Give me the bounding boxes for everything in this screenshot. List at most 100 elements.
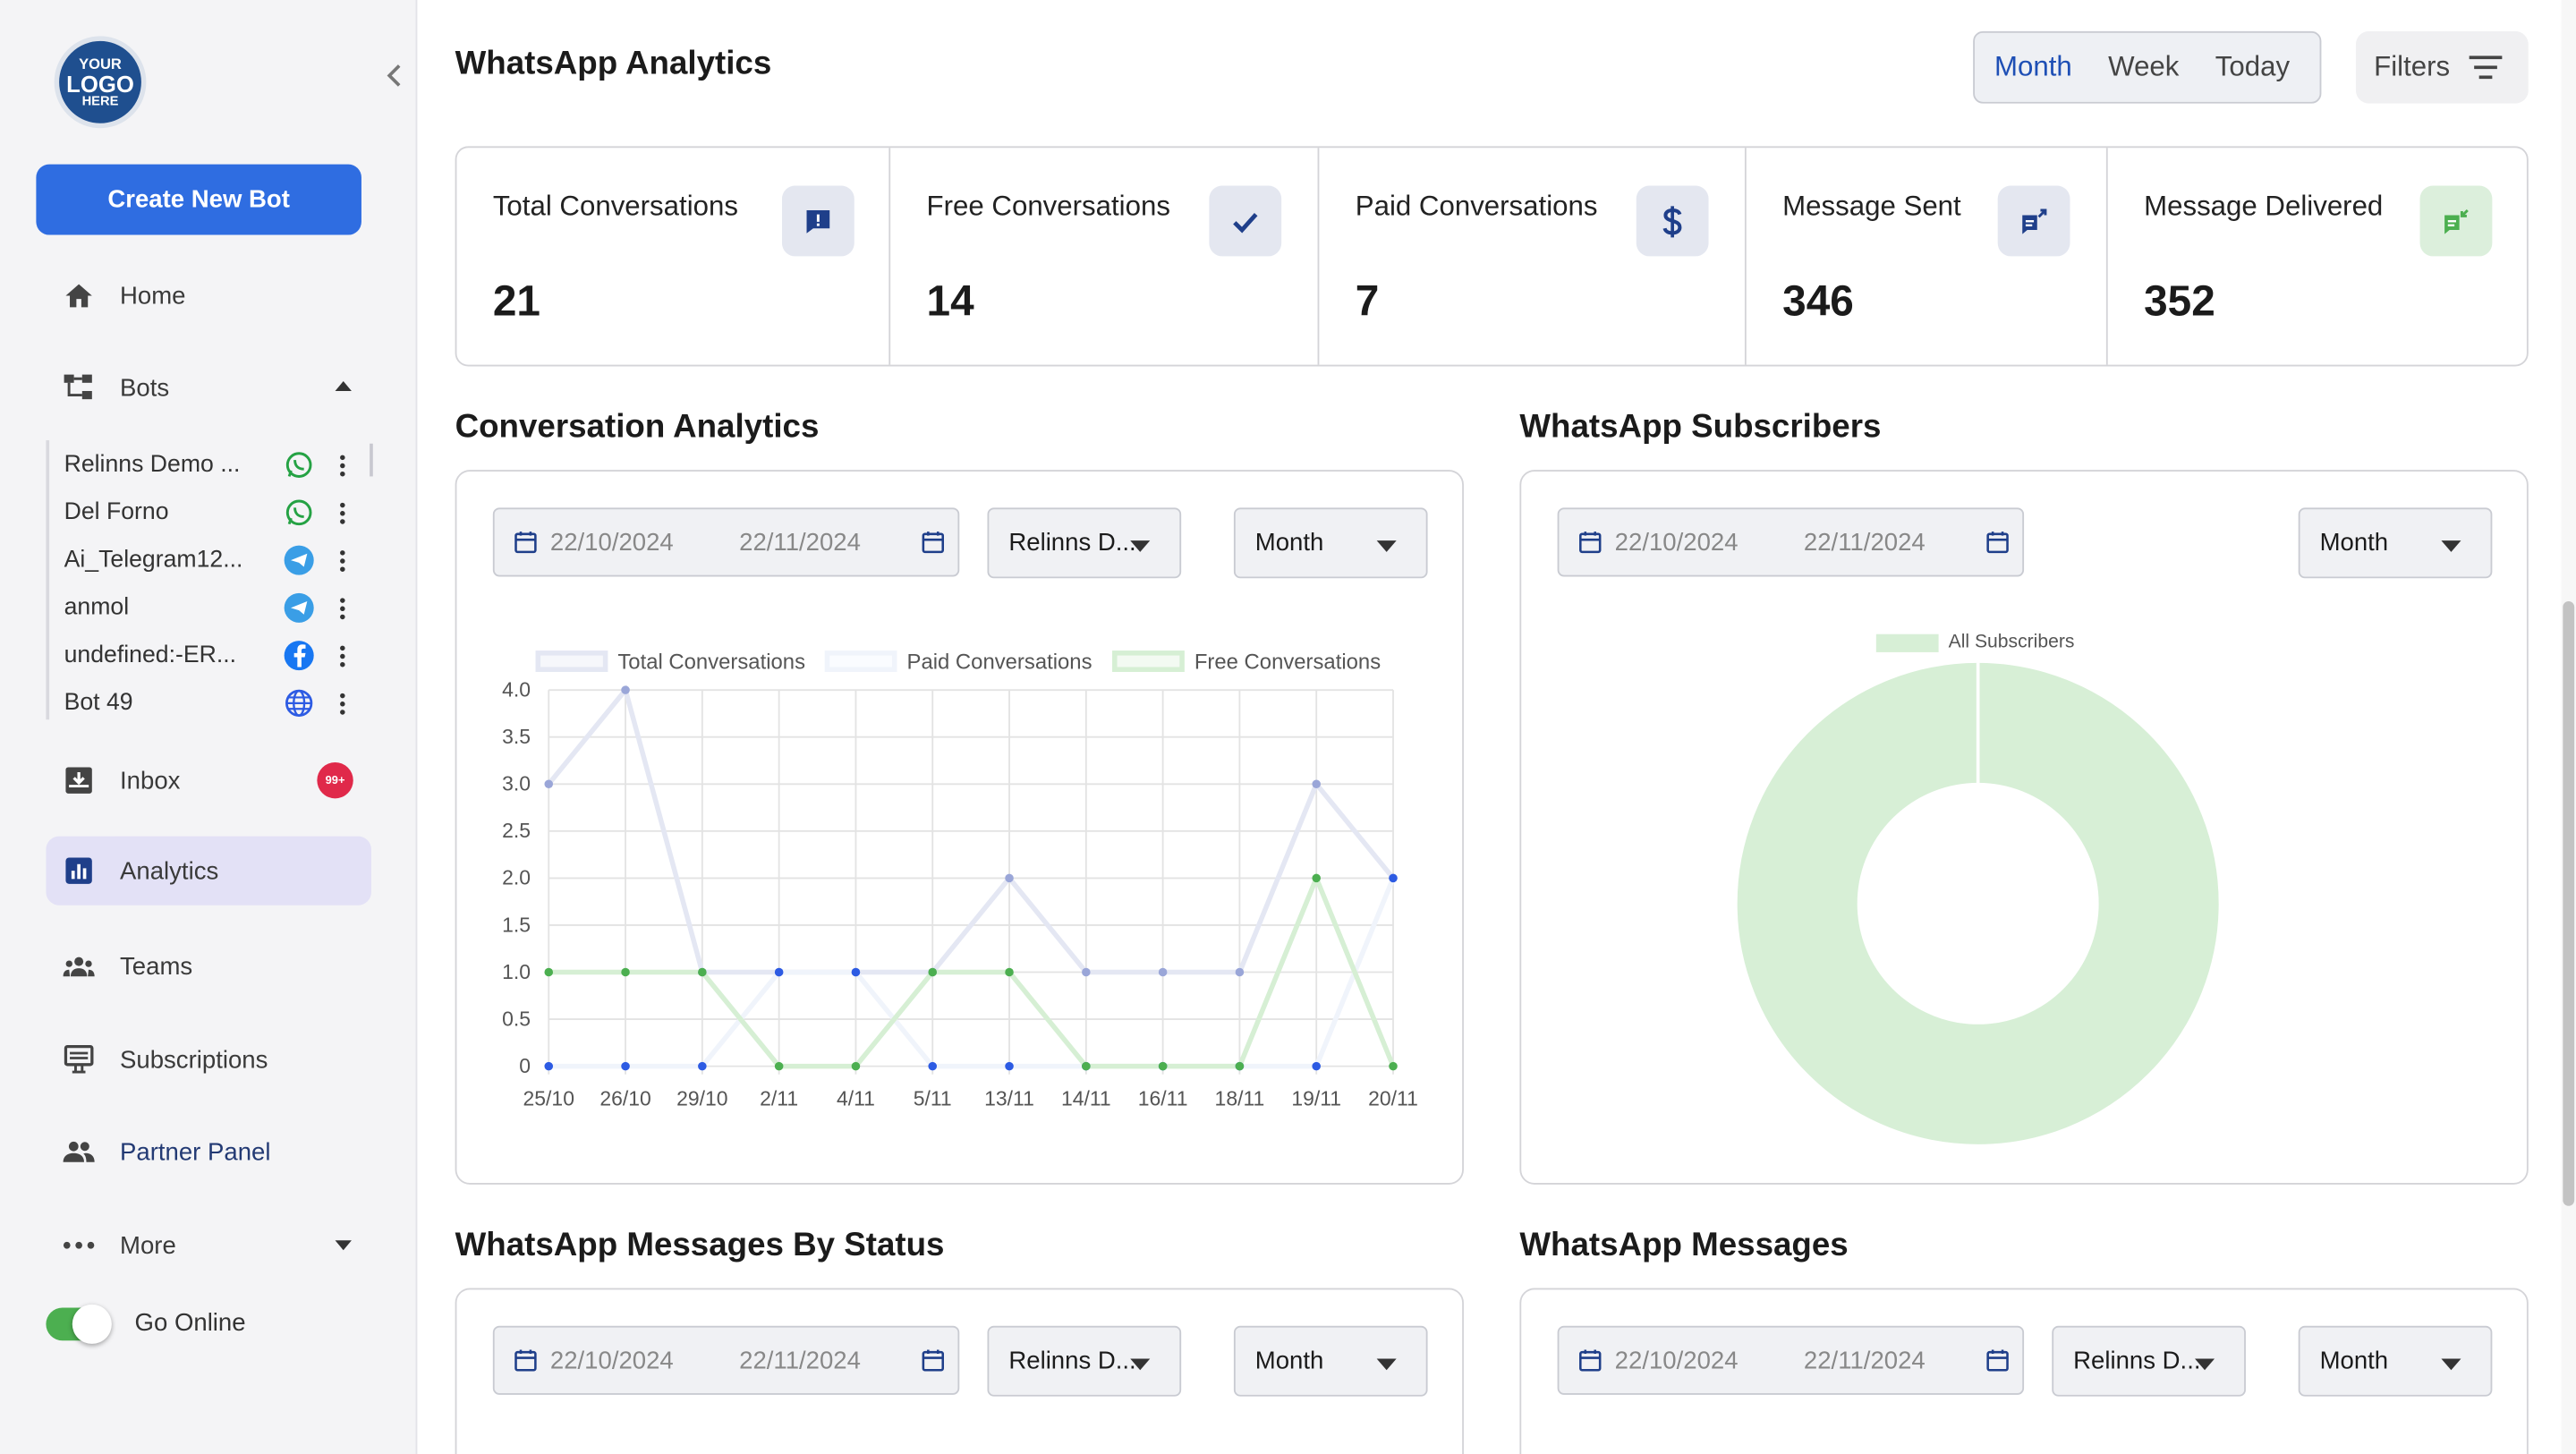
bot-item[interactable]: Relinns Demo ... [64,446,363,485]
create-new-bot-button[interactable]: Create New Bot [36,164,361,235]
legend-free-conversations[interactable]: Free Conversations [1112,649,1381,674]
date-from: 22/10/2024 [1614,1346,1739,1374]
legend-paid-conversations[interactable]: Paid Conversations [824,649,1092,674]
sidebar-item-label: Analytics [120,856,219,885]
bot-item[interactable]: anmol [64,588,363,627]
bot-options-icon[interactable] [330,549,353,572]
data-point-series-3 [774,1061,784,1071]
calendar-icon[interactable] [1986,1348,2010,1372]
date-from: 22/10/2024 [1614,528,1739,557]
bot-select-dropdown[interactable]: Relinns D... [987,1325,1182,1397]
bot-select-value: Relinns D... [1008,1347,1136,1375]
period-select-dropdown[interactable]: Month [2298,507,2493,579]
sidebar-item-partner-panel[interactable]: Partner Panel [46,1118,371,1186]
data-point-series-2 [1389,873,1398,883]
x-tick-label: 13/11 [984,1087,1034,1110]
period-tab-today[interactable]: Today [2215,50,2291,82]
filters-label: Filters [2374,50,2451,82]
data-point-series-2 [928,1061,938,1071]
bot-options-icon[interactable] [330,454,353,476]
stat-value: 346 [1782,276,1854,326]
sidebar-item-label: Subscriptions [120,1045,268,1074]
date-to: 22/11/2024 [1803,528,1926,557]
bot-select-value: Relinns D... [2073,1347,2201,1375]
date-range-picker[interactable]: 22/10/2024 22/11/2024 [492,507,960,577]
legend-label: Paid Conversations [906,649,1092,674]
dropdown-caret-icon [2195,1358,2215,1371]
legend-all-subscribers[interactable]: All Subscribers [1875,633,2074,652]
data-point-series-1 [621,685,630,694]
subscriptions-icon [63,1043,96,1076]
x-tick-label: 2/11 [760,1087,798,1110]
sidebar-item-inbox[interactable]: Inbox 99+ [46,746,371,815]
bot-name: Ai_Telegram12... [64,547,243,574]
page-scrollbar-thumb[interactable] [2563,601,2575,1206]
sidebar-item-analytics[interactable]: Analytics [46,836,371,906]
page-title: WhatsApp Analytics [455,46,772,82]
period-select-dropdown[interactable]: Month [1233,1325,1428,1397]
period-select-dropdown[interactable]: Month [2298,1325,2493,1397]
bot-options-icon[interactable] [330,692,353,714]
toggle-knob [72,1304,112,1344]
bot-item[interactable]: Ai_Telegram12... [64,540,363,580]
unread-count-badge: 99+ [317,761,353,799]
calendar-icon [514,1349,537,1372]
data-point-series-1 [544,779,554,789]
collapse-sidebar-icon[interactable] [385,63,404,98]
bot-name: Relinns Demo ... [64,451,241,479]
data-point-series-3 [851,1061,861,1071]
messages-by-status-card: 22/10/2024 22/11/2024 Relinns D... Month [455,1288,1464,1454]
date-range-picker[interactable]: 22/10/2024 22/11/2024 [1557,507,2025,577]
more-dots-icon [63,1229,96,1262]
chevron-down-icon[interactable] [335,1240,352,1251]
dropdown-caret-icon [1376,540,1397,552]
globe-icon [285,688,314,718]
sidebar-item-teams[interactable]: Teams [46,931,371,1000]
data-point-series-1 [1158,967,1168,977]
bot-options-icon[interactable] [330,644,353,667]
date-range-picker[interactable]: 22/10/2024 22/11/2024 [492,1325,960,1395]
company-logo[interactable]: YOUR LOGO HERE [54,36,147,129]
filters-button[interactable]: Filters [2355,30,2529,104]
bot-item[interactable]: undefined:-ER... [64,636,363,676]
bot-item[interactable]: Del Forno [64,493,363,532]
go-online-label: Go Online [134,1309,246,1338]
bot-select-dropdown[interactable]: Relinns D... [2052,1325,2246,1397]
stat-value: 352 [2144,276,2215,326]
sidebar-item-home[interactable]: Home [46,261,371,330]
sidebar-item-label: More [120,1231,176,1260]
sidebar-item-more[interactable]: More [46,1211,371,1280]
messages-card: 22/10/2024 22/11/2024 Relinns D... Month [1519,1288,2529,1454]
calendar-icon[interactable] [922,531,945,554]
bot-list-scrollbar[interactable] [370,443,373,477]
legend-total-conversations[interactable]: Total Conversations [535,649,805,674]
bot-select-dropdown[interactable]: Relinns D... [987,507,1182,579]
message-sent-icon [1997,185,2070,257]
date-from: 22/10/2024 [549,1346,674,1374]
y-tick-label: 2.0 [502,866,531,889]
sidebar-item-subscriptions[interactable]: Subscriptions [46,1025,371,1094]
period-select-dropdown[interactable]: Month [1233,507,1428,579]
y-tick-label: 0.5 [502,1007,531,1030]
dropdown-caret-icon [1130,1358,1151,1371]
whatsapp-icon [285,497,314,527]
chevron-up-icon[interactable] [335,380,352,391]
stat-message-sent: Message Sent 346 [1747,148,2108,365]
conversation-analytics-title: Conversation Analytics [455,409,820,446]
date-range-picker[interactable]: 22/10/2024 22/11/2024 [1557,1325,2025,1395]
bot-item[interactable]: Bot 49 [64,684,363,723]
sidebar-item-bots[interactable]: Bots [46,353,371,422]
facebook-icon [284,641,314,671]
bot-options-icon[interactable] [330,597,353,619]
calendar-icon[interactable] [922,1348,945,1372]
go-online-toggle[interactable] [46,1304,112,1344]
calendar-icon[interactable] [1986,531,2010,554]
bot-select-value: Relinns D... [1008,529,1136,557]
period-tab-month[interactable]: Month [1994,50,2072,82]
period-tab-week[interactable]: Week [2108,50,2180,82]
stat-label: Total Conversations [492,190,738,222]
bot-options-icon[interactable] [330,501,353,523]
stat-label: Message Delivered [2144,190,2384,222]
data-point-series-3 [1312,873,1321,883]
data-point-series-3 [698,967,707,977]
